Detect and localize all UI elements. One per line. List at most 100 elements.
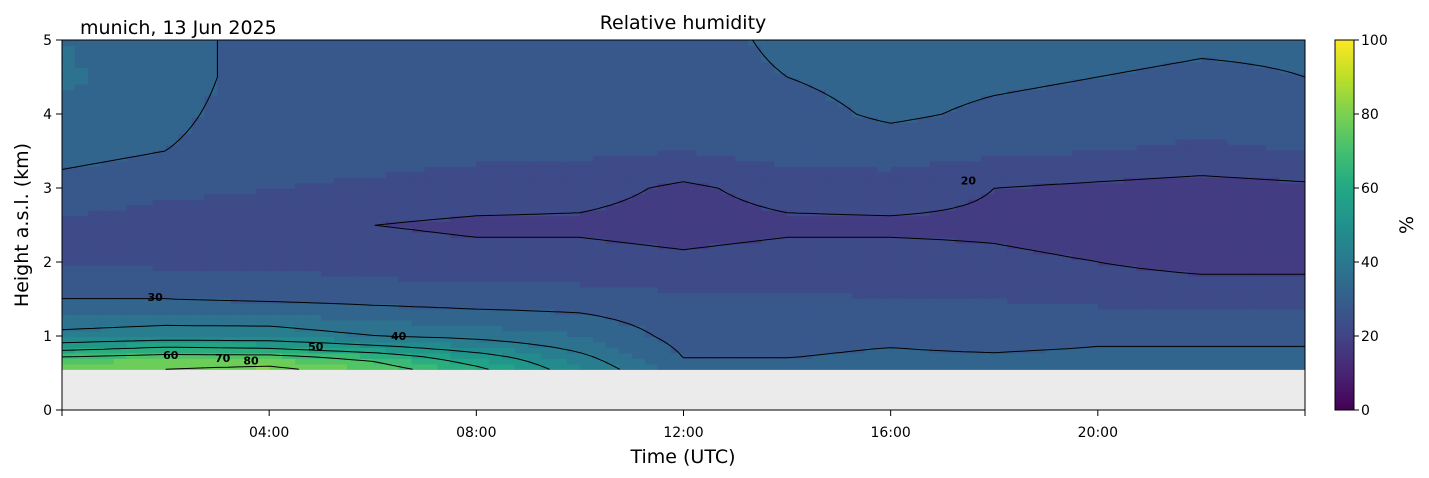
- heatmap-cell: [204, 133, 218, 140]
- heatmap-cell: [566, 292, 581, 299]
- heatmap-cell: [243, 111, 257, 118]
- heatmap-cell: [1007, 308, 1021, 316]
- heatmap-cell: [333, 72, 348, 80]
- heatmap-cell: [800, 281, 814, 288]
- heatmap-cell: [903, 122, 918, 129]
- heatmap-cell: [916, 226, 931, 233]
- heatmap-cell: [735, 94, 749, 101]
- heatmap-cell: [825, 188, 840, 195]
- heatmap-cell: [774, 221, 788, 228]
- heatmap-cell: [269, 149, 283, 156]
- heatmap-cell: [670, 221, 685, 228]
- heatmap-cell: [437, 243, 452, 250]
- heatmap-cell: [592, 215, 607, 222]
- heatmap-cell: [450, 72, 464, 80]
- heatmap-cell: [851, 177, 866, 184]
- heatmap-cell: [618, 166, 633, 173]
- heatmap-cell: [709, 254, 723, 261]
- heatmap-cell: [981, 243, 995, 250]
- heatmap-cell: [502, 127, 516, 134]
- heatmap-cell: [463, 160, 477, 167]
- heatmap-cell: [308, 67, 322, 74]
- heatmap-cell: [1071, 116, 1086, 123]
- heatmap-cell: [916, 50, 931, 58]
- heatmap-cell: [1123, 100, 1138, 107]
- heatmap-cell: [217, 133, 231, 140]
- heatmap-cell: [359, 199, 374, 206]
- heatmap-cell: [269, 182, 283, 189]
- heatmap-cell: [709, 352, 723, 359]
- heatmap-cell: [1007, 100, 1021, 107]
- heatmap-cell: [851, 237, 866, 244]
- heatmap-cell: [1084, 254, 1099, 261]
- heatmap-cell: [528, 56, 542, 63]
- heatmap-cell: [424, 215, 439, 222]
- heatmap-cell: [774, 254, 788, 261]
- heatmap-cell: [450, 204, 464, 211]
- heatmap-cell: [683, 193, 698, 200]
- heatmap-cell: [359, 314, 374, 321]
- heatmap-cell: [787, 50, 801, 58]
- heatmap-cell: [152, 336, 167, 343]
- heatmap-cell: [62, 270, 76, 277]
- heatmap-cell: [864, 166, 879, 173]
- heatmap-cell: [541, 94, 555, 101]
- heatmap-cell: [683, 204, 698, 211]
- heatmap-cell: [1110, 111, 1125, 118]
- heatmap-cell: [644, 319, 659, 326]
- heatmap-cell: [359, 177, 374, 184]
- heatmap-cell: [554, 45, 568, 52]
- heatmap-cell: [1123, 89, 1138, 96]
- heatmap-cell: [851, 259, 866, 266]
- heatmap-cell: [929, 336, 944, 343]
- heatmap-cell: [722, 67, 736, 74]
- heatmap-cell: [618, 149, 633, 156]
- heatmap-cell: [398, 221, 413, 228]
- heatmap-cell: [113, 138, 128, 145]
- heatmap-cell: [295, 61, 309, 69]
- heatmap-cell: [476, 144, 490, 151]
- heatmap-cell: [346, 358, 361, 365]
- heatmap-cell: [74, 226, 89, 233]
- heatmap-cell: [631, 286, 646, 294]
- heatmap-cell: [1007, 45, 1021, 52]
- heatmap-cell: [1110, 89, 1125, 96]
- heatmap-cell: [1110, 144, 1125, 151]
- heatmap-cell: [152, 204, 167, 211]
- heatmap-cell: [1058, 193, 1073, 200]
- heatmap-cell: [541, 116, 555, 123]
- heatmap-cell: [295, 308, 309, 316]
- heatmap-cell: [696, 226, 710, 233]
- heatmap-cell: [592, 100, 607, 107]
- heatmap-cell: [1007, 83, 1021, 90]
- heatmap-cell: [450, 94, 464, 101]
- heatmap-cell: [308, 221, 322, 228]
- heatmap-cell: [955, 166, 969, 173]
- heatmap-cell: [139, 347, 154, 354]
- heatmap-cell: [1020, 221, 1034, 228]
- heatmap-cell: [554, 281, 568, 288]
- heatmap-cell: [735, 303, 749, 310]
- heatmap-cell: [528, 286, 542, 294]
- heatmap-cell: [800, 193, 814, 200]
- heatmap-cell: [87, 100, 102, 107]
- heatmap-cell: [1007, 325, 1021, 332]
- heatmap-cell: [812, 182, 827, 189]
- heatmap-cell: [968, 144, 982, 151]
- heatmap-cell: [398, 243, 413, 250]
- heatmap-cell: [657, 232, 672, 239]
- heatmap-cell: [554, 193, 568, 200]
- heatmap-cell: [333, 177, 348, 184]
- heatmap-cell: [709, 171, 723, 178]
- heatmap-cell: [670, 265, 685, 272]
- heatmap-cell: [566, 347, 581, 354]
- heatmap-cell: [1020, 40, 1034, 47]
- heatmap-cell: [825, 67, 840, 74]
- heatmap-cell: [579, 188, 594, 195]
- heatmap-cell: [1007, 292, 1021, 299]
- heatmap-cell: [838, 226, 853, 233]
- heatmap-cell: [890, 149, 905, 156]
- heatmap-cell: [411, 127, 426, 134]
- heatmap-cell: [463, 193, 477, 200]
- heatmap-cell: [942, 72, 957, 80]
